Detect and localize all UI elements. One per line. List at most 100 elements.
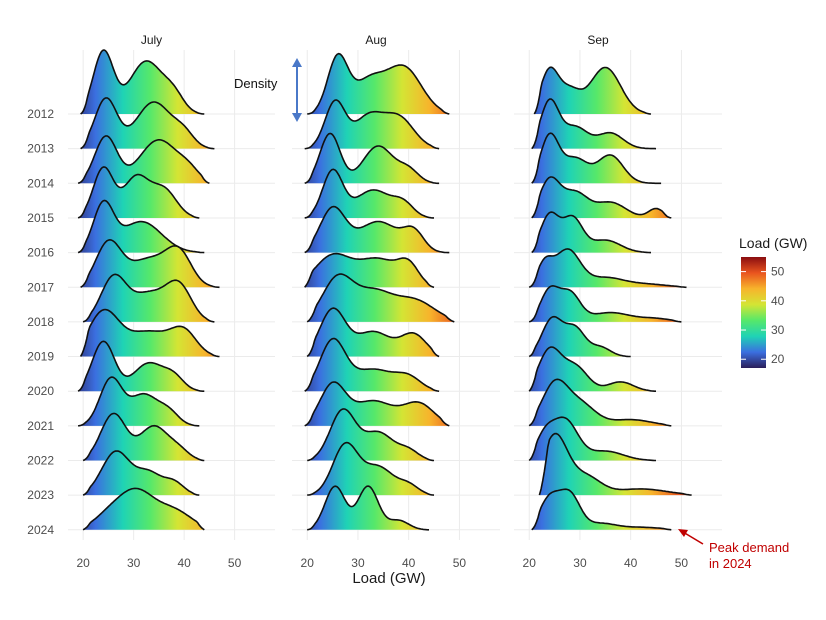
- x-tick-label: 40: [624, 556, 638, 570]
- ridge-area: [83, 451, 200, 496]
- ridge-outline: [538, 432, 692, 496]
- legend-title: Load (GW): [739, 235, 807, 251]
- ridge-layer: [77, 49, 692, 531]
- facet-title: July: [141, 33, 162, 47]
- ridge-area: [529, 379, 672, 426]
- ridge-outline: [528, 378, 672, 427]
- ridge-area: [83, 488, 205, 530]
- legend-tick-label: 50: [771, 265, 785, 279]
- ridge-area: [531, 133, 662, 184]
- y-tick-label: 2020: [27, 384, 54, 398]
- ridge-outline: [77, 135, 210, 185]
- ridge-area: [529, 316, 631, 357]
- ridge-outline: [304, 381, 450, 427]
- ridge-area: [531, 212, 651, 253]
- legend-tick-label: 30: [771, 323, 785, 337]
- ridge-outline: [531, 176, 672, 219]
- ridge-area: [304, 338, 440, 392]
- ridge-outline: [78, 376, 200, 427]
- ridge-outline: [306, 307, 440, 358]
- ridge-outline: [307, 485, 429, 531]
- ridge-outline: [307, 441, 435, 496]
- x-tick-label: 20: [301, 556, 315, 570]
- legend-ticks: 20 30 40 50: [741, 265, 785, 366]
- peak-label-line1: Peak demand: [709, 540, 789, 555]
- legend-tick-label: 20: [771, 352, 785, 366]
- ridge-area: [307, 442, 434, 496]
- ridge-outline: [307, 408, 435, 462]
- ridge-outline: [77, 166, 200, 219]
- ridge-outline: [528, 248, 687, 289]
- ridge-outline: [307, 52, 450, 115]
- y-tick-label: 2019: [27, 350, 54, 364]
- facet-title: Aug: [365, 33, 386, 47]
- y-tick-label: 2017: [27, 280, 54, 294]
- label-layer: 20 30 40 50 July 20 30 40 50 Aug 20 30 40 50 Sep 2012 20…: [27, 33, 688, 570]
- ridge-area: [83, 413, 205, 461]
- ridge-outline: [304, 252, 435, 289]
- ridge-outline: [304, 337, 440, 392]
- peak-arrow: [682, 531, 704, 545]
- ridge-outline: [82, 273, 215, 323]
- ridge-outline: [528, 346, 656, 392]
- ridge-outline: [304, 168, 434, 219]
- x-tick-label: 50: [453, 556, 467, 570]
- ridge-area: [529, 248, 687, 288]
- ridge-area: [531, 177, 672, 218]
- ridge-outline: [531, 488, 672, 531]
- y-tick-label: 2023: [27, 488, 54, 502]
- y-tick-label: 2021: [27, 419, 54, 433]
- colorbar-legend: Load (GW) 20 30 40 50: [739, 235, 807, 368]
- facet-title: Sep: [587, 33, 609, 47]
- ridge-area: [539, 433, 692, 496]
- y-tick-label: 2022: [27, 454, 54, 468]
- ridge-area: [304, 169, 434, 218]
- legend-tick-label: 40: [771, 294, 785, 308]
- colorbar: [741, 257, 766, 368]
- density-arrow-head-top: [292, 58, 302, 67]
- ridge-area: [531, 99, 656, 149]
- y-tick-label: 2015: [27, 211, 54, 225]
- x-tick-label: 20: [523, 556, 537, 570]
- density-label: Density: [234, 76, 278, 91]
- x-tick-label: 30: [351, 556, 365, 570]
- ridge-outline: [80, 49, 205, 115]
- ridge-area: [304, 206, 450, 253]
- ridge-area: [534, 67, 651, 114]
- ridge-outline: [531, 211, 651, 254]
- ridge-area: [307, 53, 450, 114]
- x-tick-label: 50: [675, 556, 689, 570]
- ridge-area: [80, 50, 205, 114]
- y-tick-label: 2014: [27, 176, 54, 190]
- ridge-area: [307, 274, 455, 322]
- density-arrow-head-bottom: [292, 113, 302, 122]
- y-tick-label: 2013: [27, 142, 54, 156]
- ridge-area: [307, 486, 429, 530]
- ridge-area: [304, 133, 440, 184]
- ridge-area: [80, 309, 220, 357]
- ridge-outline: [77, 199, 205, 254]
- ridge-outline: [528, 416, 656, 462]
- ridge-outline: [77, 340, 205, 392]
- ridge-outline: [304, 205, 450, 254]
- ridge-outline: [304, 99, 440, 150]
- ridge-outline: [79, 308, 220, 358]
- ridge-outline: [80, 97, 215, 150]
- x-tick-label: 40: [402, 556, 416, 570]
- x-tick-label: 30: [573, 556, 587, 570]
- ridge-outline: [82, 412, 205, 462]
- ridge-outline: [80, 238, 220, 289]
- ridge-outline: [82, 487, 205, 531]
- ridge-area: [307, 408, 434, 461]
- ridge-outline: [82, 450, 200, 496]
- ridge-area: [529, 285, 682, 322]
- ridge-area: [78, 135, 210, 184]
- ridge-outline: [306, 273, 455, 323]
- x-tick-label: 30: [127, 556, 141, 570]
- y-tick-label: 2024: [27, 523, 54, 537]
- peak-annotation: Peak demand in 2024: [678, 529, 789, 571]
- ridge-outline: [533, 66, 652, 115]
- x-axis-title: Load (GW): [352, 570, 425, 587]
- y-tick-label: 2012: [27, 107, 54, 121]
